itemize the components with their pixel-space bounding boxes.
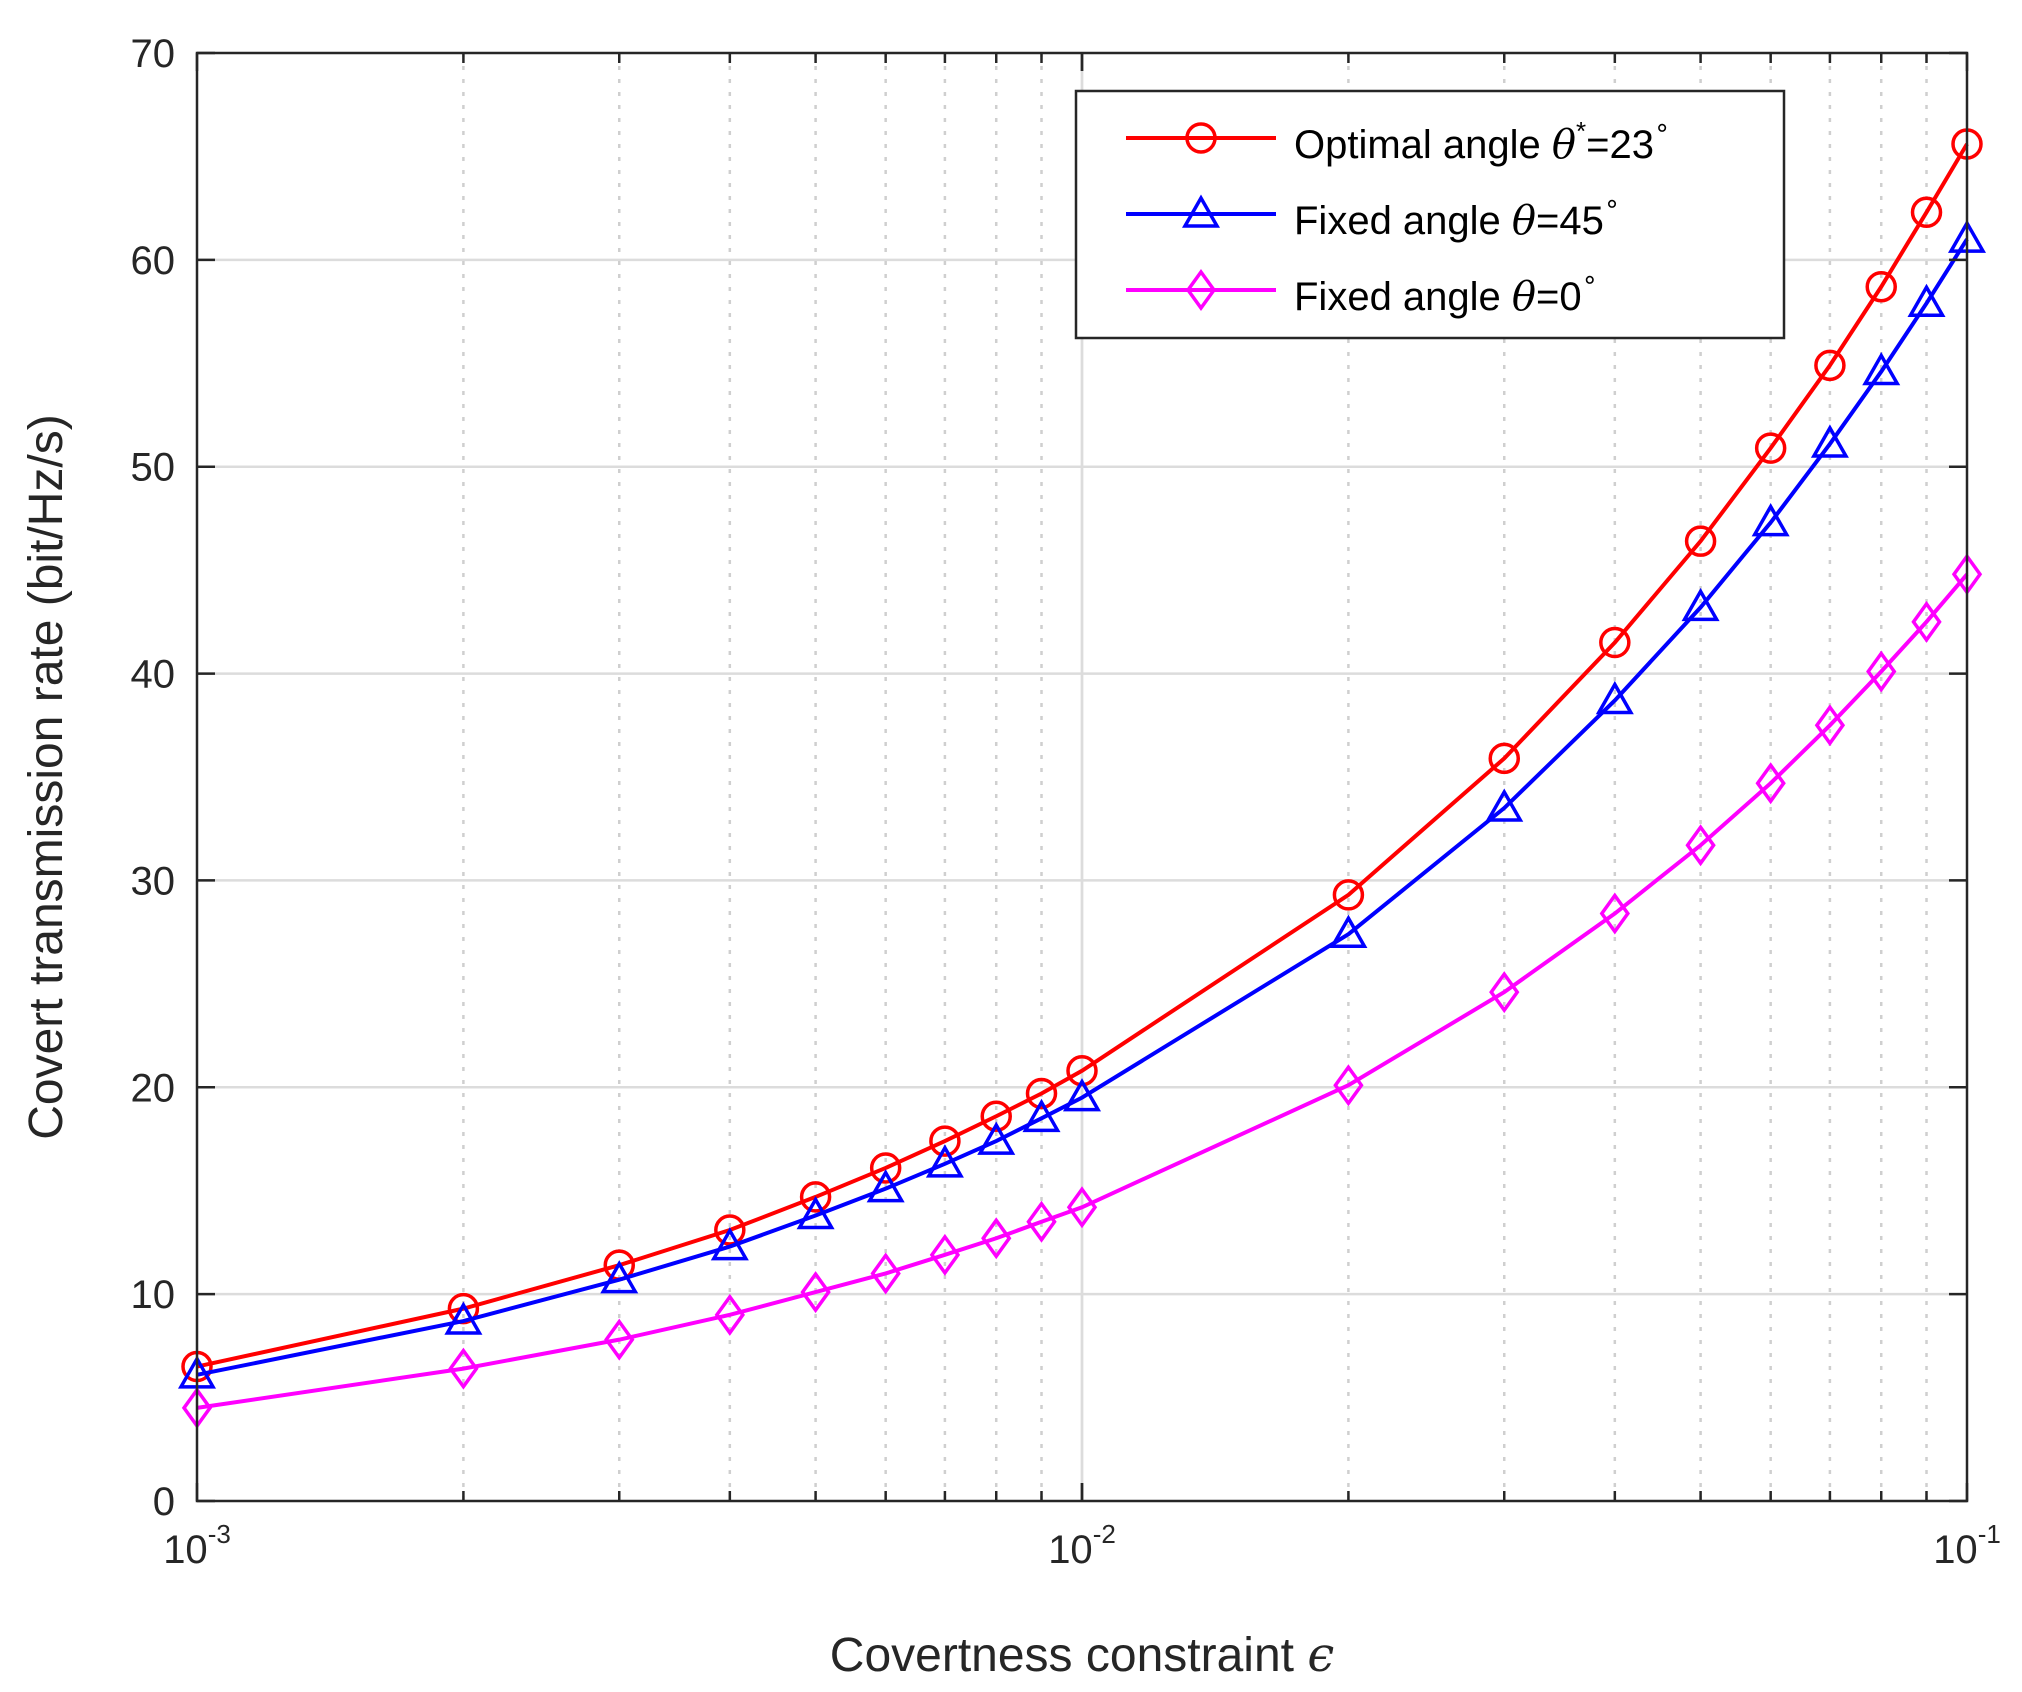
data-point-triangle [1595, 680, 1634, 715]
data-point-diamond [981, 1217, 1012, 1260]
y-tick-label: 20 [131, 1066, 176, 1110]
legend-label: Fixed angle θ=45∘ [1294, 188, 1620, 244]
series-line [196, 572, 1969, 1410]
legend-label-value: =0 [1536, 275, 1582, 319]
legend-marker-circle [1185, 122, 1217, 154]
data-point-triangle [866, 1169, 905, 1203]
data-point-triangle [1751, 503, 1790, 537]
x-tick-base: 10 [1048, 1528, 1093, 1572]
data-point-triangle [925, 1144, 964, 1178]
data-point-diamond [1814, 704, 1846, 747]
x-tick-exponent: -2 [1093, 1519, 1116, 1549]
legend-label-value: =23 [1586, 123, 1654, 167]
data-point-triangle [1810, 424, 1849, 458]
data-point-diamond [870, 1252, 901, 1295]
legend-label: Optimal angle θ*=23∘ [1294, 112, 1670, 168]
data-point-diamond [448, 1347, 479, 1390]
x-tick-base: 10 [163, 1528, 208, 1572]
legend-label-text: Fixed angle [1294, 275, 1512, 319]
legend-item: Optimal angle θ*=23∘ [1126, 112, 1670, 168]
data-point-triangle [1022, 1098, 1061, 1133]
data-point-diamond [1489, 971, 1520, 1014]
data-point-circle [1910, 196, 1943, 229]
series-layer [177, 128, 1987, 1429]
data-point-triangle [1062, 1078, 1102, 1112]
data-point-triangle [796, 1196, 835, 1230]
data-point-triangle [444, 1301, 483, 1335]
data-point-circle [1814, 349, 1846, 382]
y-tick-label: 10 [131, 1273, 176, 1317]
legend-item: Fixed angle θ=45∘ [1126, 188, 1620, 244]
data-point-triangle [710, 1227, 749, 1261]
data-point-circle [1599, 626, 1631, 659]
data-point-diamond [1599, 892, 1630, 935]
data-point-circle [869, 1152, 902, 1184]
data-point-diamond [1685, 824, 1716, 867]
legend-label-text: Optimal angle [1294, 123, 1552, 167]
data-point-circle [1754, 432, 1787, 464]
data-point-circle [1865, 270, 1897, 303]
data-point-triangle [1329, 914, 1368, 948]
data-point-diamond [1066, 1186, 1098, 1229]
legend-label-symbol: θ [1552, 122, 1576, 168]
data-point-diamond [1026, 1200, 1057, 1243]
data-point-diamond [604, 1318, 635, 1361]
x-tick-base: 10 [1933, 1528, 1978, 1572]
x-tick-exponent: -3 [208, 1519, 231, 1549]
data-point-diamond [1755, 762, 1786, 805]
data-point-diamond [1911, 600, 1942, 643]
y-tick-label: 30 [131, 859, 176, 903]
data-point-circle [980, 1100, 1012, 1132]
data-point-diamond [929, 1233, 961, 1276]
legend-label-symbol: θ [1512, 274, 1536, 320]
data-point-triangle [1907, 283, 1946, 318]
legend-label: Fixed angle θ=0∘ [1294, 264, 1598, 320]
y-tick-label: 40 [131, 653, 176, 697]
legend-label-symbol: θ [1512, 198, 1536, 244]
data-point-diamond [1333, 1064, 1364, 1107]
data-point-circle [1488, 742, 1521, 775]
data-point-circle [1684, 525, 1717, 557]
data-point-circle [929, 1125, 961, 1157]
data-point-triangle [977, 1121, 1016, 1155]
series-line [196, 238, 1969, 1377]
data-point-circle [799, 1181, 832, 1213]
y-tick-label: 70 [131, 32, 176, 76]
y-axis-label: Covert transmission rate (bit/Hz/s) [20, 414, 73, 1140]
legend: Optimal angle θ*=23∘Fixed angle θ=45∘Fix… [1074, 89, 1786, 340]
x-tick-label: 10-1 [1933, 1519, 2001, 1572]
legend-label-value: =45 [1536, 199, 1604, 243]
legend-label-superscript: * [1576, 116, 1586, 146]
data-point-triangle [1862, 352, 1901, 386]
y-tick-label: 0 [153, 1480, 175, 1524]
legend-label-degree: ∘ [1582, 264, 1598, 294]
data-point-diamond [1866, 650, 1897, 693]
x-tick-exponent: -1 [1978, 1519, 2001, 1549]
legend-label-text: Fixed angle [1294, 199, 1512, 243]
data-point-triangle [1681, 587, 1720, 622]
x-tick-label: 10-2 [1048, 1519, 1116, 1572]
legend-label-degree: ∘ [1604, 188, 1620, 218]
x-tick-label: 10-3 [163, 1519, 231, 1572]
y-tick-label: 50 [131, 446, 176, 490]
data-point-diamond [714, 1293, 745, 1336]
legend-marker-triangle [1181, 194, 1221, 228]
x-axis-label: Covertness constraint ϵ [830, 1627, 1334, 1683]
data-point-circle [1025, 1077, 1058, 1110]
legend-label-degree: ∘ [1654, 112, 1670, 142]
legend-item: Fixed angle θ=0∘ [1126, 264, 1598, 320]
data-point-triangle [600, 1260, 639, 1294]
data-point-circle [714, 1214, 746, 1246]
data-point-triangle [1485, 788, 1524, 822]
data-point-circle [1332, 879, 1365, 911]
y-tick-label: 60 [131, 239, 176, 283]
data-point-diamond [800, 1271, 831, 1314]
legend-marker-diamond [1185, 269, 1217, 311]
